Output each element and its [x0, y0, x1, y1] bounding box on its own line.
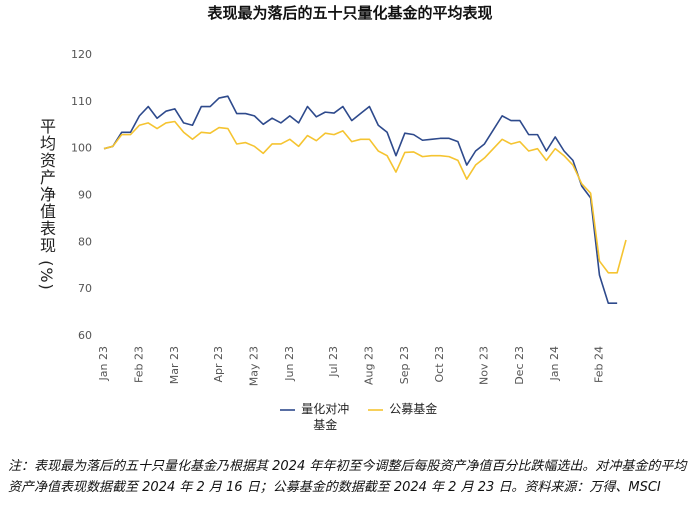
x-tick-label: Jan 24	[548, 346, 561, 381]
y-tick-label: 100	[71, 142, 92, 155]
x-tick-label: Aug 23	[362, 346, 375, 385]
y-tick-label: 70	[78, 282, 92, 295]
x-tick-label: Sep 23	[398, 346, 411, 384]
legend-label: 公募基金	[389, 402, 438, 416]
y-tick-label: 80	[78, 235, 92, 248]
y-axis-label: 平均资产净值表现 (%)	[37, 118, 56, 291]
series-line	[103, 120, 627, 274]
x-tick-label: Feb 23	[132, 346, 145, 383]
legend-label: 量化对冲基金	[301, 402, 350, 432]
x-tick-label: Nov 23	[477, 346, 490, 385]
x-tick-label: Oct 23	[433, 346, 446, 383]
y-tick-label: 90	[78, 189, 92, 202]
y-tick-label: 60	[78, 329, 92, 342]
chart-title: 表现最为落后的五十只量化基金的平均表现	[207, 4, 493, 22]
y-tick-label: 110	[71, 95, 92, 108]
x-tick-label: Mar 23	[168, 346, 181, 384]
x-tick-label: Jan 23	[97, 346, 110, 381]
x-tick-label: Feb 24	[592, 346, 605, 383]
footnote: 注：表现最为落后的五十只量化基金乃根据其 2024 年年初至今调整后每股资产净值…	[8, 459, 687, 495]
series-line	[103, 95, 618, 305]
x-tick-label: Jun 23	[283, 346, 296, 382]
x-tick-label: Apr 23	[212, 346, 225, 383]
y-tick-label: 120	[71, 48, 92, 61]
x-tick-label: Jul 23	[327, 346, 340, 378]
x-tick-label: Dec 23	[513, 346, 526, 385]
x-tick-label: May 23	[247, 346, 260, 386]
chart: 60 70 80 90 100 110 120 Jan 23 Feb 23 Mar 23 Apr 2…	[71, 48, 627, 411]
